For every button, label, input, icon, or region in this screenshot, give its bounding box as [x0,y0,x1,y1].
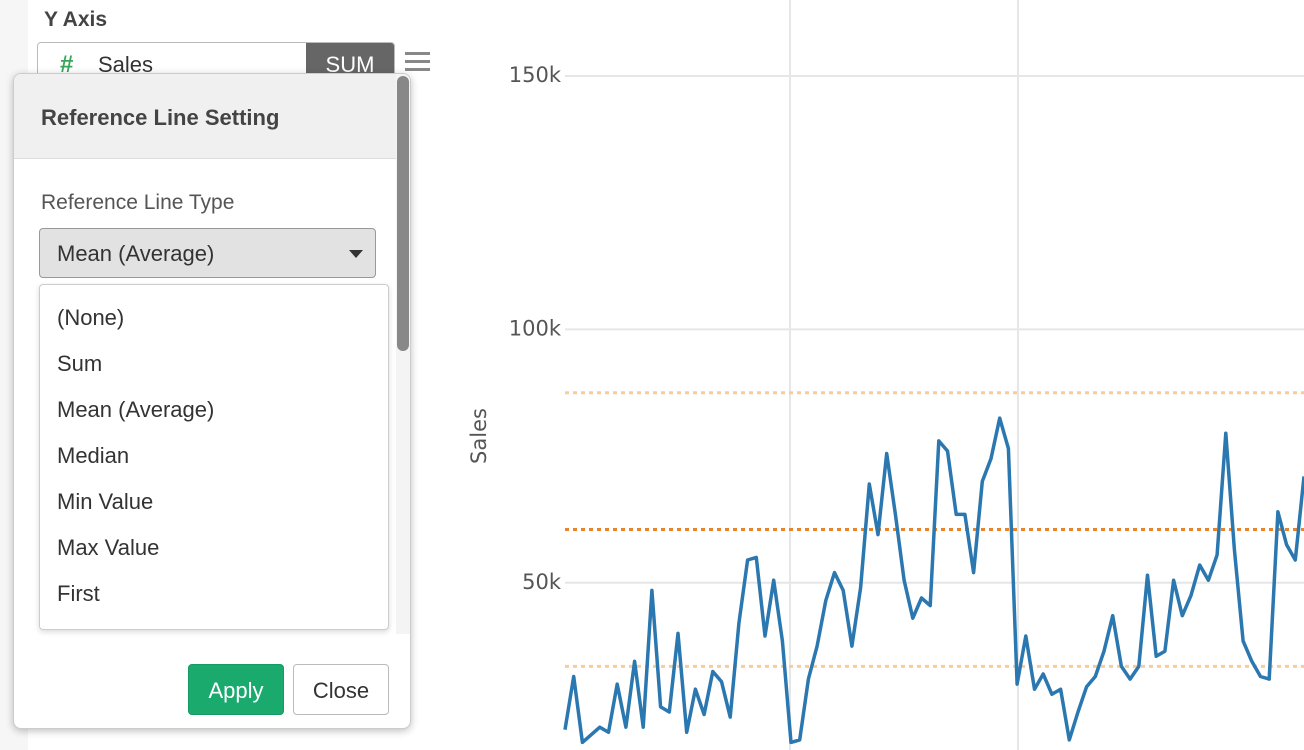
dropdown-option[interactable]: First [57,581,100,606]
select-value: Mean (Average) [57,241,215,266]
dropdown-option[interactable]: Median [57,443,130,468]
y-tick-label: 150k [509,63,562,87]
scroll-thumb[interactable] [397,76,409,351]
dropdown-option[interactable]: Max Value [57,535,160,560]
close-button[interactable]: Close [293,664,389,715]
caret [349,250,363,258]
dialog-header: Reference Line Setting [14,74,410,159]
select[interactable]: Mean (Average) [39,228,376,278]
y-axis-label: Sales [467,408,491,464]
dialog: Reference Line Setting Reference Line Ty… [13,73,411,729]
dropdown-menu: (None) Sum Mean (Average) Median Min Value Ma… [39,284,389,630]
dropdown-option[interactable]: Sum [57,351,103,376]
dropdown-option[interactable]: Min Value [57,489,154,514]
menu-icon[interactable] [405,52,430,76]
field-name: Sales [98,52,154,77]
field-icon: # [60,51,74,78]
y-tick-label: 50k [522,570,562,594]
data-line [563,416,1304,745]
dialog-title: Reference Line Setting [41,105,280,130]
apply-button[interactable]: Apply [188,664,284,715]
field-label: Reference Line Type [41,191,235,214]
y-tick-label: 100k [509,316,562,340]
dropdown-option[interactable]: (None) [57,305,125,330]
dropdown-option[interactable]: Mean (Average) [57,397,215,422]
section-title: Y Axis [44,8,108,31]
